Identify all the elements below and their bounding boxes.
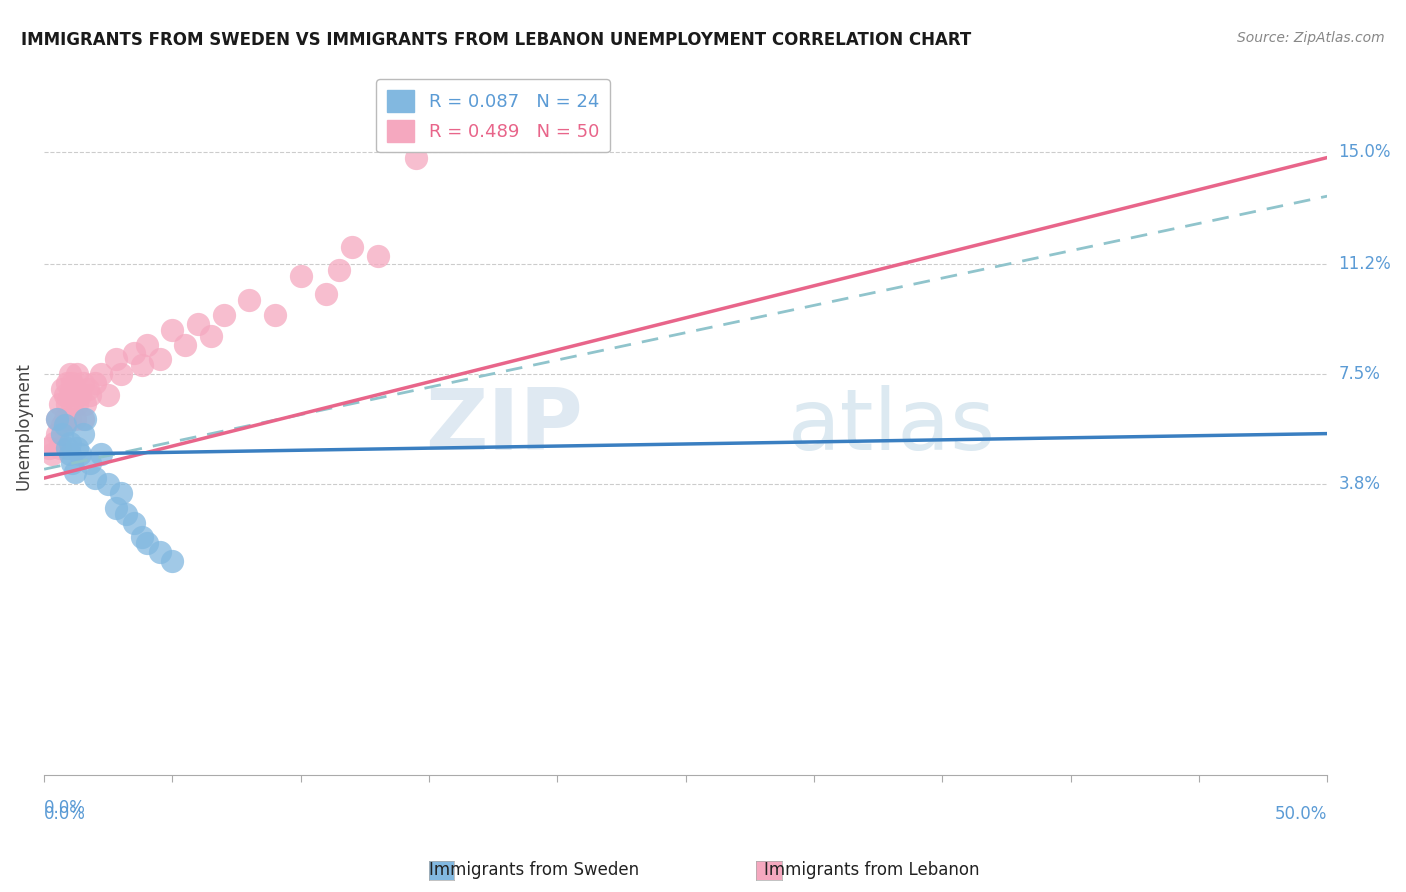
Point — [72, 411, 94, 425]
Point — [200, 328, 222, 343]
Point — [405, 151, 427, 165]
Point — [69, 447, 91, 461]
Point — [45, 426, 67, 441]
Point — [79, 388, 101, 402]
Point — [59, 435, 82, 450]
Point — [38, 442, 60, 456]
Point — [66, 397, 89, 411]
Point — [63, 382, 86, 396]
Text: 7.5%: 7.5% — [1339, 365, 1381, 384]
Point — [97, 477, 120, 491]
Point — [72, 376, 94, 391]
Point — [97, 388, 120, 402]
Point — [79, 456, 101, 470]
Point — [48, 397, 70, 411]
Point — [110, 486, 132, 500]
Point — [60, 456, 83, 470]
Point — [104, 500, 127, 515]
Point — [56, 442, 79, 456]
Point — [59, 368, 82, 382]
Point — [63, 465, 86, 479]
Text: 11.2%: 11.2% — [1339, 255, 1391, 274]
Point — [41, 447, 63, 461]
Point — [72, 426, 94, 441]
Text: 0.0%: 0.0% — [44, 798, 86, 817]
Point — [90, 447, 112, 461]
Point — [56, 376, 79, 391]
Text: Source: ZipAtlas.com: Source: ZipAtlas.com — [1237, 31, 1385, 45]
Point — [53, 388, 76, 402]
Point — [60, 397, 83, 411]
Point — [53, 411, 76, 425]
Point — [59, 447, 82, 461]
Point — [84, 471, 107, 485]
Point — [162, 554, 184, 568]
Point — [51, 417, 73, 432]
Text: 3.8%: 3.8% — [1339, 475, 1381, 493]
Text: IMMIGRANTS FROM SWEDEN VS IMMIGRANTS FROM LEBANON UNEMPLOYMENT CORRELATION CHART: IMMIGRANTS FROM SWEDEN VS IMMIGRANTS FRO… — [21, 31, 972, 49]
Point — [122, 516, 145, 530]
Point — [328, 263, 350, 277]
Point — [115, 507, 138, 521]
Point — [66, 368, 89, 382]
Point — [212, 308, 235, 322]
Legend: R = 0.087   N = 24, R = 0.489   N = 50: R = 0.087 N = 24, R = 0.489 N = 50 — [377, 79, 610, 153]
Point — [90, 368, 112, 382]
Point — [131, 359, 153, 373]
Point — [131, 531, 153, 545]
Point — [63, 411, 86, 425]
Point — [149, 352, 172, 367]
Point — [69, 388, 91, 402]
Point — [104, 352, 127, 367]
Point — [56, 397, 79, 411]
Point — [59, 411, 82, 425]
Point — [66, 442, 89, 456]
Point — [51, 382, 73, 396]
Point — [75, 397, 97, 411]
Text: atlas: atlas — [789, 384, 997, 467]
Point — [162, 323, 184, 337]
Point — [187, 317, 209, 331]
Point — [44, 435, 66, 450]
Point — [135, 536, 157, 550]
Text: 0.0%: 0.0% — [44, 805, 86, 823]
Point — [110, 368, 132, 382]
Point — [264, 308, 287, 322]
Point — [75, 411, 97, 425]
Text: 50.0%: 50.0% — [1275, 805, 1327, 823]
Point — [45, 411, 67, 425]
Point — [48, 442, 70, 456]
Point — [174, 337, 197, 351]
Point — [149, 545, 172, 559]
Point — [367, 248, 389, 262]
Point — [59, 388, 82, 402]
Point — [53, 417, 76, 432]
Text: Immigrants from Sweden: Immigrants from Sweden — [429, 861, 640, 879]
Point — [238, 293, 260, 307]
Point — [51, 426, 73, 441]
Point — [340, 239, 363, 253]
Text: ZIP: ZIP — [425, 384, 583, 467]
Point — [122, 346, 145, 360]
Text: Immigrants from Lebanon: Immigrants from Lebanon — [763, 861, 980, 879]
Point — [315, 287, 337, 301]
Point — [135, 337, 157, 351]
Point — [84, 376, 107, 391]
Text: 15.0%: 15.0% — [1339, 143, 1391, 161]
Y-axis label: Unemployment: Unemployment — [15, 362, 32, 490]
Point — [290, 269, 312, 284]
Point — [76, 382, 98, 396]
Point — [45, 411, 67, 425]
Point — [60, 376, 83, 391]
